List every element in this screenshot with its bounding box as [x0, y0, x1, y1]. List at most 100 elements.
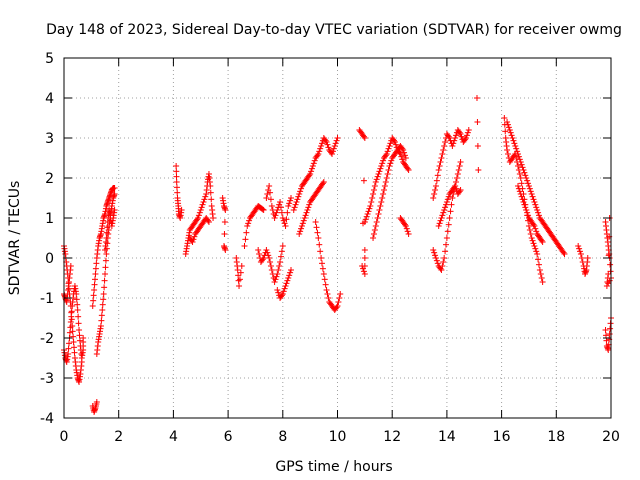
data-point: [361, 255, 368, 261]
data-point: [314, 152, 321, 159]
data-point: [300, 217, 307, 224]
data-point: [441, 207, 448, 213]
data-point: [433, 257, 440, 264]
data-point: [456, 129, 463, 136]
data-point: [67, 324, 74, 331]
x-tick-label: 18: [547, 429, 565, 445]
data-point: [298, 185, 305, 192]
data-point: [377, 165, 384, 172]
data-point: [386, 143, 393, 149]
data-point: [515, 163, 522, 169]
data-point: [440, 259, 447, 265]
data-point: [536, 267, 543, 273]
data-point: [194, 216, 201, 223]
data-point: [323, 287, 330, 293]
data-point: [317, 145, 324, 152]
data-point: [513, 145, 520, 152]
data-point: [528, 235, 535, 241]
data-point: [274, 271, 281, 277]
x-tick-label: 4: [169, 429, 178, 445]
data-point: [432, 252, 439, 259]
data-point: [111, 191, 118, 197]
data-point: [281, 285, 288, 292]
data-point: [267, 196, 274, 203]
data-point: [526, 227, 533, 233]
data-point: [366, 205, 373, 212]
data-point: [362, 216, 369, 223]
data-point: [452, 135, 459, 141]
data-point: [296, 231, 303, 237]
data-point: [511, 140, 518, 147]
data-point: [330, 145, 337, 152]
data-point: [98, 317, 105, 324]
data-point: [535, 261, 542, 268]
data-point: [319, 180, 326, 187]
y-tick-label: -4: [40, 411, 54, 427]
data-point: [178, 207, 185, 213]
data-point: [399, 156, 406, 163]
data-point: [442, 201, 449, 208]
data-point: [538, 237, 545, 244]
data-point: [538, 275, 545, 281]
data-point: [451, 137, 458, 144]
data-point: [333, 304, 340, 311]
data-point: [267, 259, 274, 265]
data-point: [430, 247, 437, 253]
data-point: [313, 224, 320, 231]
data-point: [447, 208, 454, 215]
data-point: [334, 135, 341, 141]
data-point: [436, 163, 443, 169]
data-point: [512, 143, 519, 149]
data-point: [505, 124, 512, 131]
data-point: [504, 147, 511, 153]
data-point: [517, 159, 524, 165]
data-point: [430, 195, 437, 201]
data-point: [438, 155, 445, 161]
data-point: [443, 235, 450, 241]
data-point: [507, 129, 514, 136]
data-point: [528, 191, 535, 197]
data-point: [278, 292, 285, 299]
data-point: [518, 180, 525, 187]
data-point: [435, 167, 442, 173]
data-point: [71, 344, 78, 351]
y-tick-label: 4: [45, 91, 54, 107]
data-point: [535, 209, 542, 216]
data-point: [336, 295, 343, 301]
data-point: [337, 291, 344, 297]
data-point: [605, 271, 612, 277]
data-point: [198, 204, 205, 211]
data-point: [317, 248, 324, 255]
data-point: [380, 157, 387, 164]
data-point: [201, 196, 208, 203]
data-point: [76, 327, 83, 333]
data-point: [456, 163, 463, 169]
data-point: [514, 148, 521, 155]
data-point: [465, 127, 472, 133]
data-point: [321, 276, 328, 283]
data-point: [288, 195, 295, 201]
data-point: [111, 185, 118, 191]
data-point: [370, 231, 377, 237]
data-point: [333, 137, 340, 144]
data-point: [280, 217, 287, 224]
data-point: [379, 195, 386, 201]
data-point: [283, 280, 290, 287]
data-point: [517, 175, 524, 181]
data-point: [242, 236, 249, 243]
data-point: [577, 248, 584, 255]
data-point: [462, 136, 469, 143]
data-point: [515, 153, 522, 160]
data-point: [102, 271, 109, 277]
data-point: [475, 167, 482, 173]
data-point: [382, 179, 389, 185]
data-point: [391, 139, 398, 145]
data-point: [361, 247, 368, 253]
data-point: [531, 199, 538, 205]
data-point: [523, 175, 530, 181]
data-point: [319, 260, 326, 267]
data-point: [387, 160, 394, 167]
data-point: [525, 180, 532, 187]
data-point: [372, 223, 379, 229]
data-point: [207, 189, 214, 196]
